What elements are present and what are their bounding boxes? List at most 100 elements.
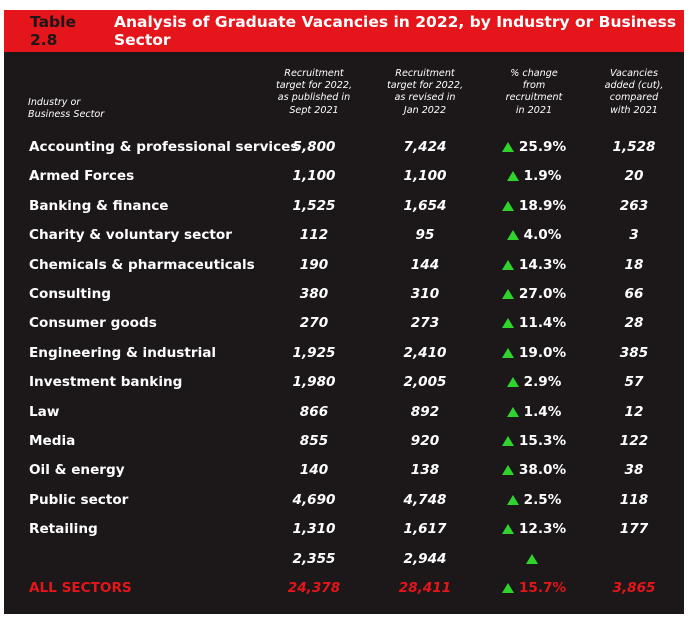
column-headers: Industry or Business Sector Recruitment … — [4, 68, 684, 130]
green-up-triangle-icon — [506, 377, 519, 388]
table-row: Engineering & industrial 1,925 2,410 19.0% 3… — [4, 339, 684, 368]
added-cell — [584, 545, 684, 574]
revised-cell: 95 — [415, 227, 435, 244]
published-cell: 24,378 — [287, 580, 341, 596]
table-row: Oil & energy 140 138 38.0% 38 — [4, 456, 684, 485]
added-cell: 385 — [619, 344, 649, 361]
revised-cell: 4,748 — [403, 491, 447, 508]
sector-cell: Armed Forces — [29, 168, 135, 185]
change-cell: 18.9% — [476, 192, 592, 221]
change-value: 12.3% — [518, 521, 567, 538]
page-edge-right — [684, 552, 690, 618]
revised-cell: 2,944 — [403, 550, 447, 567]
change-value: 27.0% — [518, 286, 567, 302]
sector-cell: Investment banking — [29, 374, 183, 391]
change-value: 19.0% — [518, 344, 567, 361]
revised-cell: 920 — [410, 433, 440, 449]
green-up-triangle-icon — [501, 259, 514, 270]
table-row: Retailing 1,310 1,617 12.3% 177 — [4, 515, 684, 544]
added-cell: 12 — [624, 403, 644, 420]
total-row: ALL SECTORS 24,378 28,411 15.7% 3,865 — [4, 574, 684, 603]
published-cell: 866 — [299, 403, 329, 420]
added-cell: 118 — [619, 491, 649, 508]
change-cell: 27.0% — [476, 280, 592, 309]
revised-cell: 273 — [410, 315, 440, 332]
change-value: 15.7% — [518, 580, 567, 596]
table-row: Investment banking 1,980 2,005 2.9% 57 — [4, 368, 684, 397]
sector-cell: Accounting & professional services — [29, 139, 299, 155]
page-edge-left — [0, 552, 4, 618]
table-row: Media 855 920 15.3% 122 — [4, 427, 684, 456]
green-up-triangle-icon — [506, 406, 519, 417]
table-row: Public sector 4,690 4,748 2.5% 118 — [4, 486, 684, 515]
header-revised: Recruitment target for 2022, as revised … — [386, 68, 464, 116]
change-cell — [476, 545, 592, 574]
published-cell: 112 — [299, 227, 329, 244]
change-cell: 4.0% — [476, 221, 592, 250]
header-added: Vacancies added (cut), compared with 202… — [604, 68, 664, 116]
change-value: 15.3% — [518, 433, 567, 449]
published-cell: 270 — [299, 315, 329, 332]
green-up-triangle-icon — [501, 524, 514, 535]
change-cell: 15.7% — [476, 574, 592, 603]
green-up-triangle-icon — [525, 553, 538, 564]
added-cell: 177 — [619, 521, 649, 538]
added-cell: 20 — [624, 168, 644, 185]
table-row: Consumer goods 270 273 11.4% 28 — [4, 309, 684, 338]
published-cell: 380 — [299, 286, 329, 302]
published-cell: 5,800 — [292, 139, 336, 155]
change-cell: 19.0% — [476, 339, 592, 368]
sector-cell: ALL SECTORS — [29, 580, 132, 596]
added-cell: 18 — [624, 256, 644, 273]
published-cell: 4,690 — [292, 491, 336, 508]
table-row: Accounting & professional services 5,800 7… — [4, 133, 684, 162]
revised-cell: 892 — [410, 403, 440, 420]
sector-cell: Consumer goods — [29, 315, 157, 332]
green-up-triangle-icon — [501, 436, 514, 446]
table-row: Consulting 380 310 27.0% 66 — [4, 280, 684, 309]
table-row: 2,355 2,944 — [4, 545, 684, 574]
title-bar: Table 2.8 Analysis of Graduate Vacancies… — [4, 10, 684, 52]
green-up-triangle-icon — [501, 318, 514, 329]
sector-cell: Media — [29, 433, 76, 449]
added-cell: 66 — [624, 286, 644, 302]
revised-cell: 1,617 — [403, 521, 447, 538]
revised-cell: 2,005 — [403, 374, 447, 391]
green-up-triangle-icon — [501, 142, 514, 152]
added-cell: 57 — [624, 374, 644, 391]
table-row: Law 866 892 1.4% 12 — [4, 398, 684, 427]
sector-cell: Charity & voluntary sector — [29, 227, 232, 244]
change-cell: 1.9% — [476, 162, 592, 191]
change-cell: 15.3% — [476, 427, 592, 456]
published-cell: 1,310 — [292, 521, 336, 538]
sector-cell: Oil & energy — [29, 462, 125, 479]
green-up-triangle-icon — [501, 347, 514, 358]
sector-cell: Banking & finance — [29, 197, 169, 214]
change-value: 1.9% — [523, 168, 562, 185]
green-up-triangle-icon — [501, 289, 514, 299]
table-panel — [4, 10, 684, 614]
sector-cell: Public sector — [29, 491, 129, 508]
added-cell: 28 — [624, 315, 644, 332]
change-cell: 25.9% — [476, 133, 592, 162]
change-cell: 2.9% — [476, 368, 592, 397]
added-cell: 122 — [619, 433, 649, 449]
sector-cell: Law — [29, 403, 60, 420]
change-value: 11.4% — [518, 315, 567, 332]
added-cell: 263 — [619, 197, 649, 214]
header-change: % change from recruitment in 2021 — [505, 68, 563, 116]
sector-cell: Engineering & industrial — [29, 344, 217, 361]
green-up-triangle-icon — [501, 583, 514, 593]
revised-cell: 2,410 — [403, 344, 447, 361]
change-value: 2.5% — [523, 491, 562, 508]
added-cell: 1,528 — [612, 139, 656, 155]
revised-cell: 138 — [410, 462, 440, 479]
change-cell: 38.0% — [476, 456, 592, 485]
header-published: Recruitment target for 2022, as publishe… — [275, 68, 353, 116]
change-cell: 2.5% — [476, 486, 592, 515]
green-up-triangle-icon — [506, 230, 519, 241]
published-cell: 140 — [299, 462, 329, 479]
revised-cell: 7,424 — [403, 139, 447, 155]
added-cell: 38 — [624, 462, 644, 479]
sector-cell: Consulting — [29, 286, 111, 302]
